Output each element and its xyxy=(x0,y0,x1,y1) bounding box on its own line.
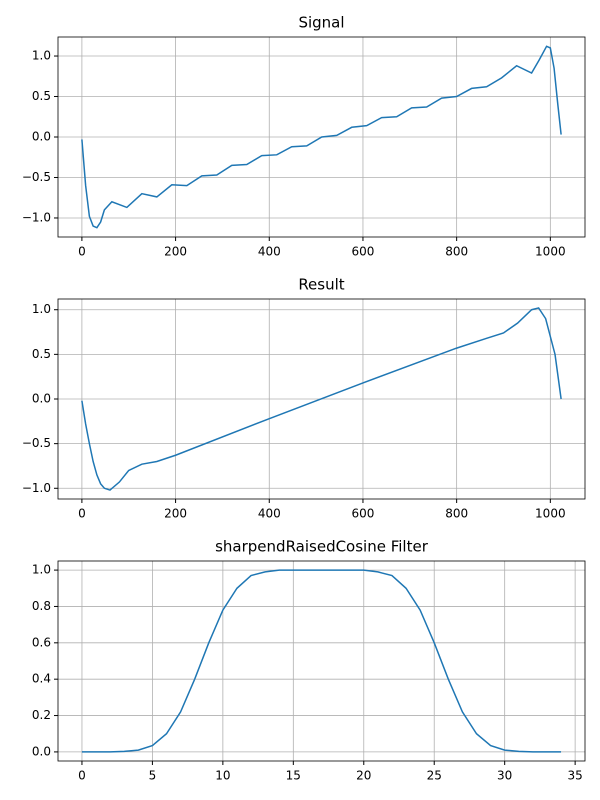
x-tick-label: 200 xyxy=(164,245,187,259)
x-tick-label: 600 xyxy=(352,245,375,259)
chart-title: Signal xyxy=(298,14,344,32)
y-tick-label: 1.0 xyxy=(32,563,51,577)
y-tick-label: −0.5 xyxy=(22,170,51,184)
y-tick-label: −1.0 xyxy=(22,210,51,224)
line xyxy=(81,569,562,753)
x-tick-label: 5 xyxy=(149,769,157,783)
x-tick-label: 0 xyxy=(78,245,86,259)
axes-frame xyxy=(57,36,586,238)
axes-frame xyxy=(57,298,586,500)
x-tick-label: 800 xyxy=(445,245,468,259)
x-tick-label: 10 xyxy=(215,769,230,783)
y-tick-label: 0.2 xyxy=(32,708,51,722)
line xyxy=(81,45,562,229)
x-tick-label: 400 xyxy=(258,245,281,259)
x-tick-label: 35 xyxy=(567,769,582,783)
y-tick-label: −1.0 xyxy=(22,481,51,495)
x-tick-label: 800 xyxy=(445,507,468,521)
y-tick-label: 0.5 xyxy=(32,347,51,361)
x-tick-label: 25 xyxy=(427,769,442,783)
x-tick-label: 1000 xyxy=(535,507,566,521)
x-tick-label: 1000 xyxy=(535,245,566,259)
y-tick-label: 0.0 xyxy=(32,392,51,406)
x-tick-label: 20 xyxy=(356,769,371,783)
x-tick-label: 200 xyxy=(164,507,187,521)
x-tick-label: 0 xyxy=(78,507,86,521)
x-tick-label: 15 xyxy=(286,769,301,783)
axes-frame xyxy=(57,560,586,762)
y-tick-label: 0.0 xyxy=(32,130,51,144)
x-tick-label: 0 xyxy=(78,769,86,783)
x-tick-label: 400 xyxy=(258,507,281,521)
y-tick-label: 0.8 xyxy=(32,599,51,613)
chart-title: sharpendRaisedCosine Filter xyxy=(215,538,429,556)
y-tick-label: 1.0 xyxy=(32,302,51,316)
x-tick-label: 30 xyxy=(497,769,512,783)
y-tick-label: 0.6 xyxy=(32,635,51,649)
x-tick-label: 600 xyxy=(352,507,375,521)
chart-title: Result xyxy=(298,276,344,294)
y-tick-label: 0.5 xyxy=(32,89,51,103)
y-tick-label: 1.0 xyxy=(32,49,51,63)
y-tick-label: −0.5 xyxy=(22,436,51,450)
y-tick-label: 0.0 xyxy=(32,744,51,758)
y-tick-label: 0.4 xyxy=(32,672,51,686)
line xyxy=(81,307,562,491)
